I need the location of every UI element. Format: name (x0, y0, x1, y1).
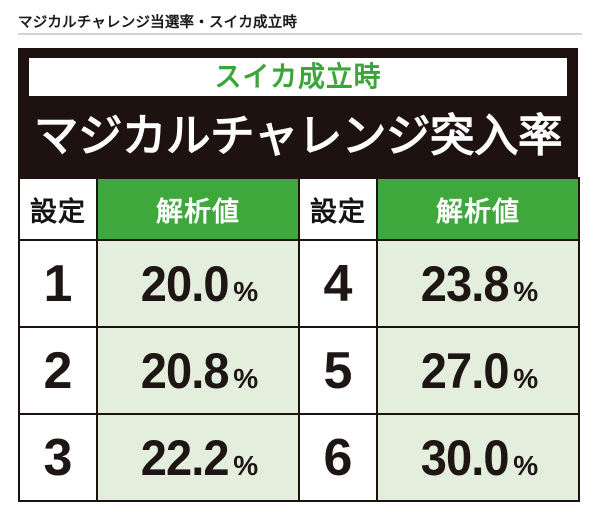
setting-cell: 6 (298, 413, 378, 502)
value-cell: 20.0 % (96, 239, 300, 328)
value-number: 30.0 (420, 429, 510, 486)
setting-cell: 1 (18, 239, 98, 328)
setting-cell: 2 (18, 326, 98, 415)
percent-sign: % (513, 362, 539, 394)
table-row: 1 20.0 % 4 23.8 % (18, 239, 580, 328)
column-header-setting-right: 設定 (298, 177, 378, 241)
table-row: 2 20.8 % 5 27.0 % (18, 326, 580, 415)
value-cell: 30.0 % (376, 413, 580, 502)
value-cell: 20.8 % (96, 326, 300, 415)
page-title: マジカルチャレンジ当選率・スイカ成立時 (18, 8, 582, 34)
column-header-setting-left: 設定 (18, 177, 98, 241)
panel-banner: スイカ成立時 マジカルチャレンジ突入率 (18, 48, 578, 177)
rate-panel: スイカ成立時 マジカルチャレンジ突入率 設定 解析値 設定 解析値 1 20.0… (18, 48, 580, 502)
column-header-value-left: 解析値 (96, 177, 300, 241)
percent-sign: % (513, 449, 539, 481)
percent-sign: % (513, 275, 539, 307)
value-number: 22.2 (140, 429, 230, 486)
setting-cell: 3 (18, 413, 98, 502)
value-cell: 27.0 % (376, 326, 580, 415)
percent-sign: % (233, 275, 259, 307)
setting-cell: 5 (298, 326, 378, 415)
subtitle-box: スイカ成立時 (29, 58, 567, 96)
panel-title: マジカルチャレンジ突入率 (33, 109, 563, 161)
percent-sign: % (233, 362, 259, 394)
value-number: 23.8 (420, 255, 510, 312)
heading-divider (18, 33, 582, 35)
value-cell: 22.2 % (96, 413, 300, 502)
value-number: 27.0 (420, 342, 510, 399)
rate-table: 設定 解析値 設定 解析値 1 20.0 % 4 23.8 (18, 177, 580, 502)
table-row: 3 22.2 % 6 30.0 % (18, 413, 580, 502)
setting-cell: 4 (298, 239, 378, 328)
page-title-text: マジカルチャレンジ当選率・スイカ成立時 (18, 14, 298, 31)
percent-sign: % (233, 449, 259, 481)
panel-subtitle: スイカ成立時 (214, 61, 382, 92)
value-number: 20.0 (140, 255, 230, 312)
value-number: 20.8 (140, 342, 230, 399)
column-header-value-right: 解析値 (376, 177, 580, 241)
value-cell: 23.8 % (376, 239, 580, 328)
table-header-row: 設定 解析値 設定 解析値 (18, 177, 580, 241)
